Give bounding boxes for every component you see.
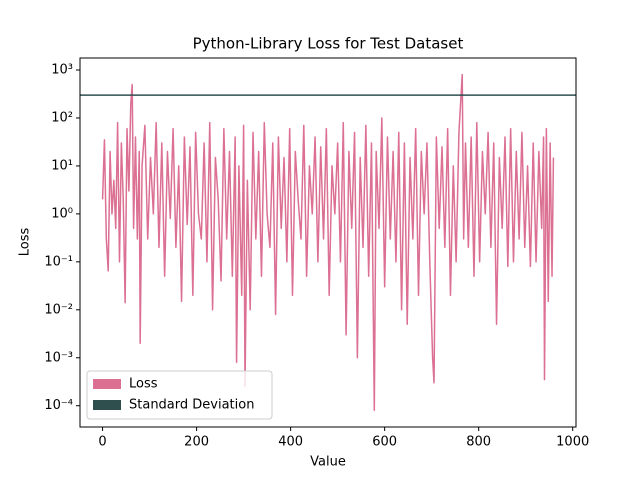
legend-label: Loss (129, 377, 158, 392)
y-axis-label: Loss (18, 228, 33, 257)
y-tick-label: 10⁰ (51, 206, 73, 221)
y-tick-label: 10⁻¹ (44, 254, 73, 269)
x-tick-label: 0 (98, 435, 106, 450)
loss-line (101, 73, 555, 412)
x-tick-label: 400 (278, 435, 303, 450)
legend-swatch (93, 379, 121, 389)
x-tick-label: 800 (466, 435, 491, 450)
legend-box (86, 370, 273, 420)
x-tick-label: 600 (372, 435, 397, 450)
x-axis-label: Value (310, 455, 346, 470)
y-tick-label: 10² (51, 110, 73, 125)
legend-swatch (93, 400, 121, 410)
legend-label: Standard Deviation (129, 398, 254, 413)
y-tick-label: 10⁻² (44, 302, 73, 317)
y-tick-label: 10³ (51, 63, 73, 78)
x-tick-label: 200 (184, 435, 209, 450)
y-tick-label: 10⁻⁴ (44, 398, 73, 413)
y-tick-label: 10¹ (51, 158, 73, 173)
y-tick-label: 10⁻³ (44, 350, 73, 365)
x-tick-label: 1000 (556, 435, 589, 450)
plot-frame (79, 57, 577, 428)
chart-title: Python-Library Loss for Test Dataset (193, 35, 464, 53)
